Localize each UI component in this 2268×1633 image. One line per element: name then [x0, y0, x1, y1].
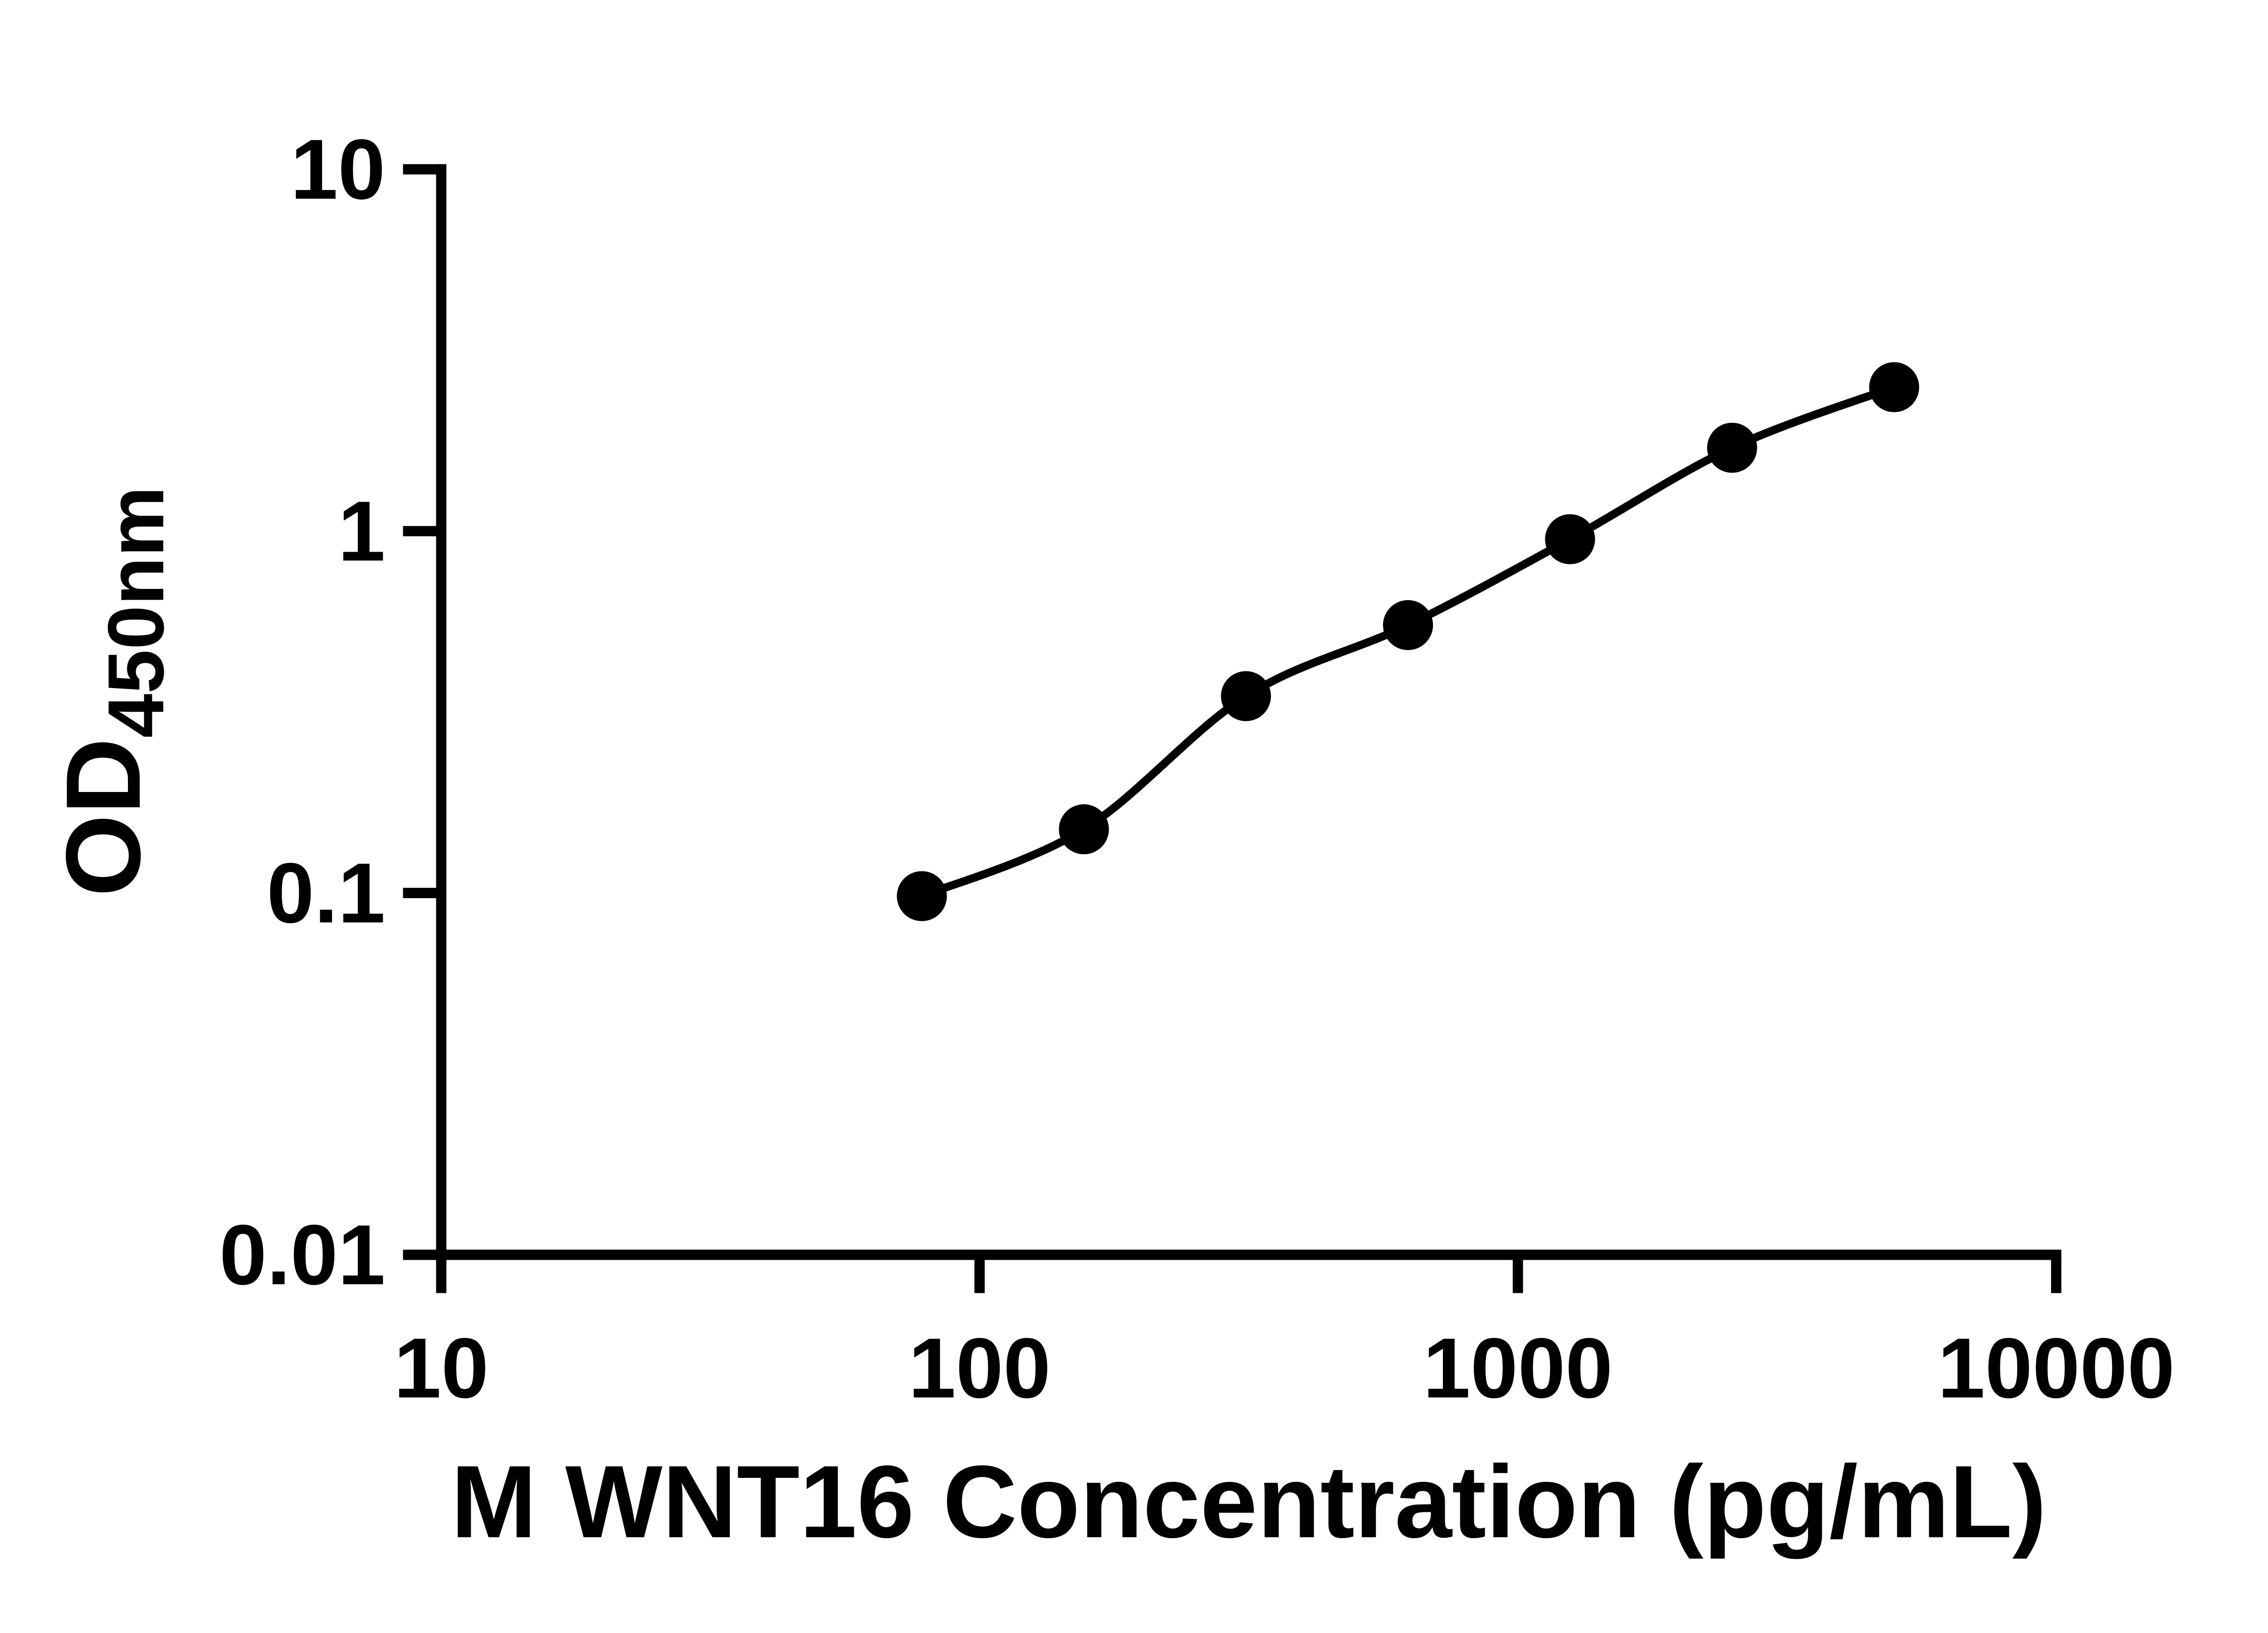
y-axis-title-subscript: 450nm — [92, 486, 181, 738]
data-point-marker — [1221, 671, 1271, 721]
data-point-marker — [1059, 804, 1109, 855]
data-point-marker — [1869, 362, 1919, 412]
data-point-marker — [1545, 514, 1595, 564]
y-tick-label: 0.01 — [220, 1207, 386, 1302]
y-axis-title: OD450nm — [44, 486, 181, 897]
x-tick-label: 10 — [394, 1320, 489, 1416]
y-tick-label: 0.1 — [267, 845, 385, 940]
x-axis-title: M WNT16 Concentration (pg/mL) — [451, 1445, 2047, 1560]
data-point-marker — [1383, 600, 1433, 650]
x-tick-label: 10000 — [1938, 1320, 2175, 1416]
y-tick-label: 1 — [338, 484, 386, 579]
y-axis-title-main: OD — [44, 738, 162, 897]
data-point-marker — [897, 871, 947, 921]
plot-layer: 10 100 1000 10000 10 1 0.1 0.01 — [220, 122, 2175, 1416]
x-tick-label: 100 — [909, 1320, 1051, 1416]
x-tick-label: 1000 — [1423, 1320, 1613, 1416]
data-point-marker — [1707, 423, 1757, 473]
y-tick-label: 10 — [290, 122, 385, 217]
